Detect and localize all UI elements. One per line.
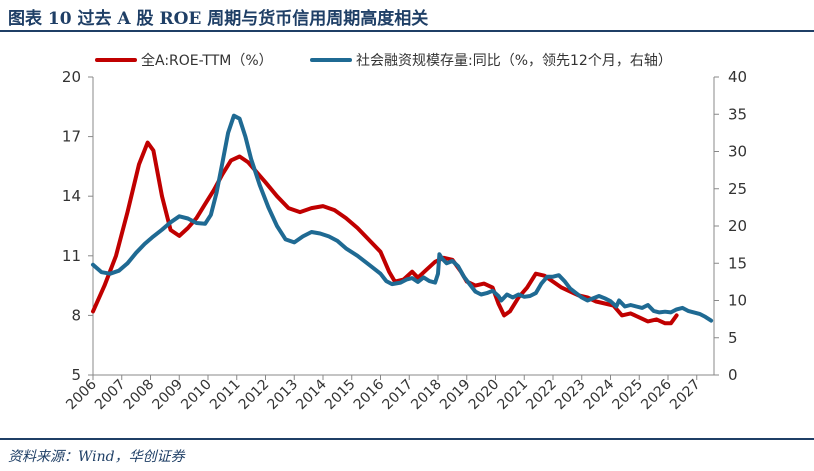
right-tick-label: 35 (728, 105, 747, 123)
right-tick-label: 15 (728, 254, 747, 272)
x-tick-label: 2026 (638, 376, 675, 413)
x-tick-label: 2007 (92, 377, 129, 414)
x-tick-label: 2025 (610, 377, 647, 414)
source-rule (0, 438, 814, 440)
chart-series (91, 113, 714, 326)
right-tick-label: 10 (728, 292, 747, 310)
chart-legend: 全A:ROE-TTM（%） 社会融资规模存量:同比（%，领先12个月，右轴） (95, 52, 672, 69)
x-tick-label: 2019 (437, 377, 474, 414)
x-tick-label: 2008 (121, 377, 158, 414)
chart-axes: 5811141720051015202530354020062007200820… (62, 68, 747, 413)
x-tick-label: 2027 (667, 377, 704, 414)
x-tick-label: 2009 (150, 377, 187, 414)
legend-label: 社会融资规模存量:同比（%，领先12个月，右轴） (356, 53, 672, 69)
x-tick-label: 2022 (523, 377, 560, 414)
x-tick-label: 2017 (380, 377, 417, 414)
x-tick-label: 2015 (322, 377, 359, 414)
x-tick-label: 2018 (408, 377, 445, 414)
title-rule (0, 30, 814, 32)
right-tick-label: 20 (728, 217, 747, 235)
left-tick-label: 11 (62, 247, 81, 265)
x-tick-label: 2011 (207, 377, 244, 414)
x-tick-label: 2020 (466, 377, 503, 414)
right-tick-label: 40 (728, 68, 747, 86)
x-tick-label: 2014 (293, 376, 330, 413)
chart: 5811141720051015202530354020062007200820… (62, 52, 747, 413)
right-tick-label: 25 (728, 180, 747, 198)
right-tick-label: 30 (728, 143, 747, 161)
x-tick-label: 2016 (351, 376, 388, 413)
figure-title-bar: 图表 10 过去 A 股 ROE 周期与货币信用周期高度相关 (0, 0, 814, 32)
x-tick-label: 2021 (495, 377, 532, 414)
x-tick-label: 2012 (236, 377, 273, 414)
figure-title: 图表 10 过去 A 股 ROE 周期与货币信用周期高度相关 (8, 9, 429, 29)
x-tick-label: 2006 (63, 376, 100, 413)
left-tick-label: 20 (62, 68, 81, 86)
tsf-series-line (91, 113, 714, 323)
left-tick-label: 14 (62, 187, 81, 205)
left-tick-label: 8 (71, 306, 81, 324)
x-tick-label: 2023 (552, 377, 589, 414)
legend-label: 全A:ROE-TTM（%） (141, 52, 273, 69)
right-tick-label: 5 (728, 329, 738, 347)
x-tick-label: 2013 (265, 377, 302, 414)
left-tick-label: 17 (62, 128, 81, 146)
roe-series-line (91, 140, 679, 326)
right-tick-label: 0 (728, 366, 738, 384)
left-tick-label: 5 (71, 366, 81, 384)
source-note: 资料来源：Wind，华创证券 (8, 449, 185, 465)
x-tick-label: 2024 (581, 376, 618, 413)
x-tick-label: 2010 (178, 377, 215, 414)
